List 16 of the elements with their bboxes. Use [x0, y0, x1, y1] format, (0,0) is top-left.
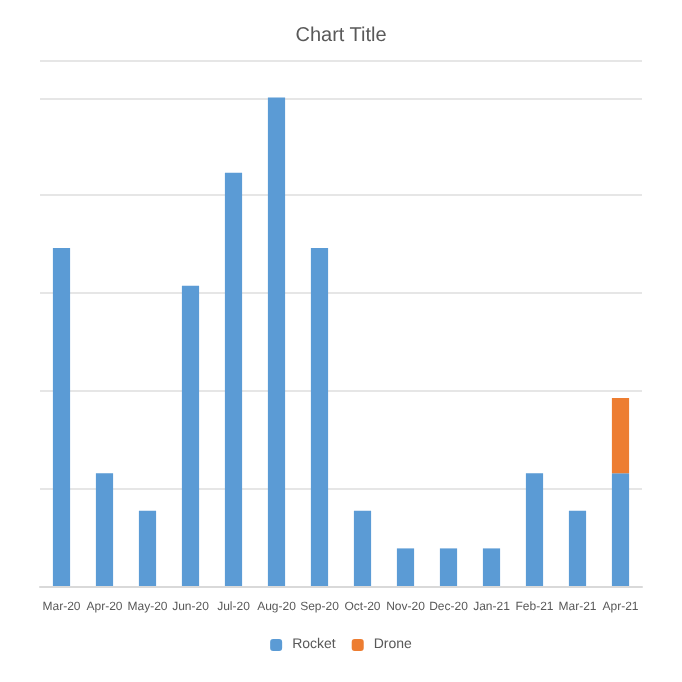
bar [52, 248, 71, 586]
chart-title: Chart Title [295, 25, 388, 47]
bar [525, 473, 544, 586]
bar [482, 548, 501, 586]
bar [611, 397, 630, 474]
bar [568, 510, 587, 586]
bar [181, 285, 200, 586]
bar [224, 172, 243, 586]
bar [267, 97, 286, 586]
bar [396, 548, 415, 586]
bar [95, 473, 114, 586]
bar [138, 510, 157, 586]
bar [353, 510, 372, 586]
bar [310, 248, 329, 586]
bar [611, 473, 630, 586]
bar [439, 548, 458, 586]
